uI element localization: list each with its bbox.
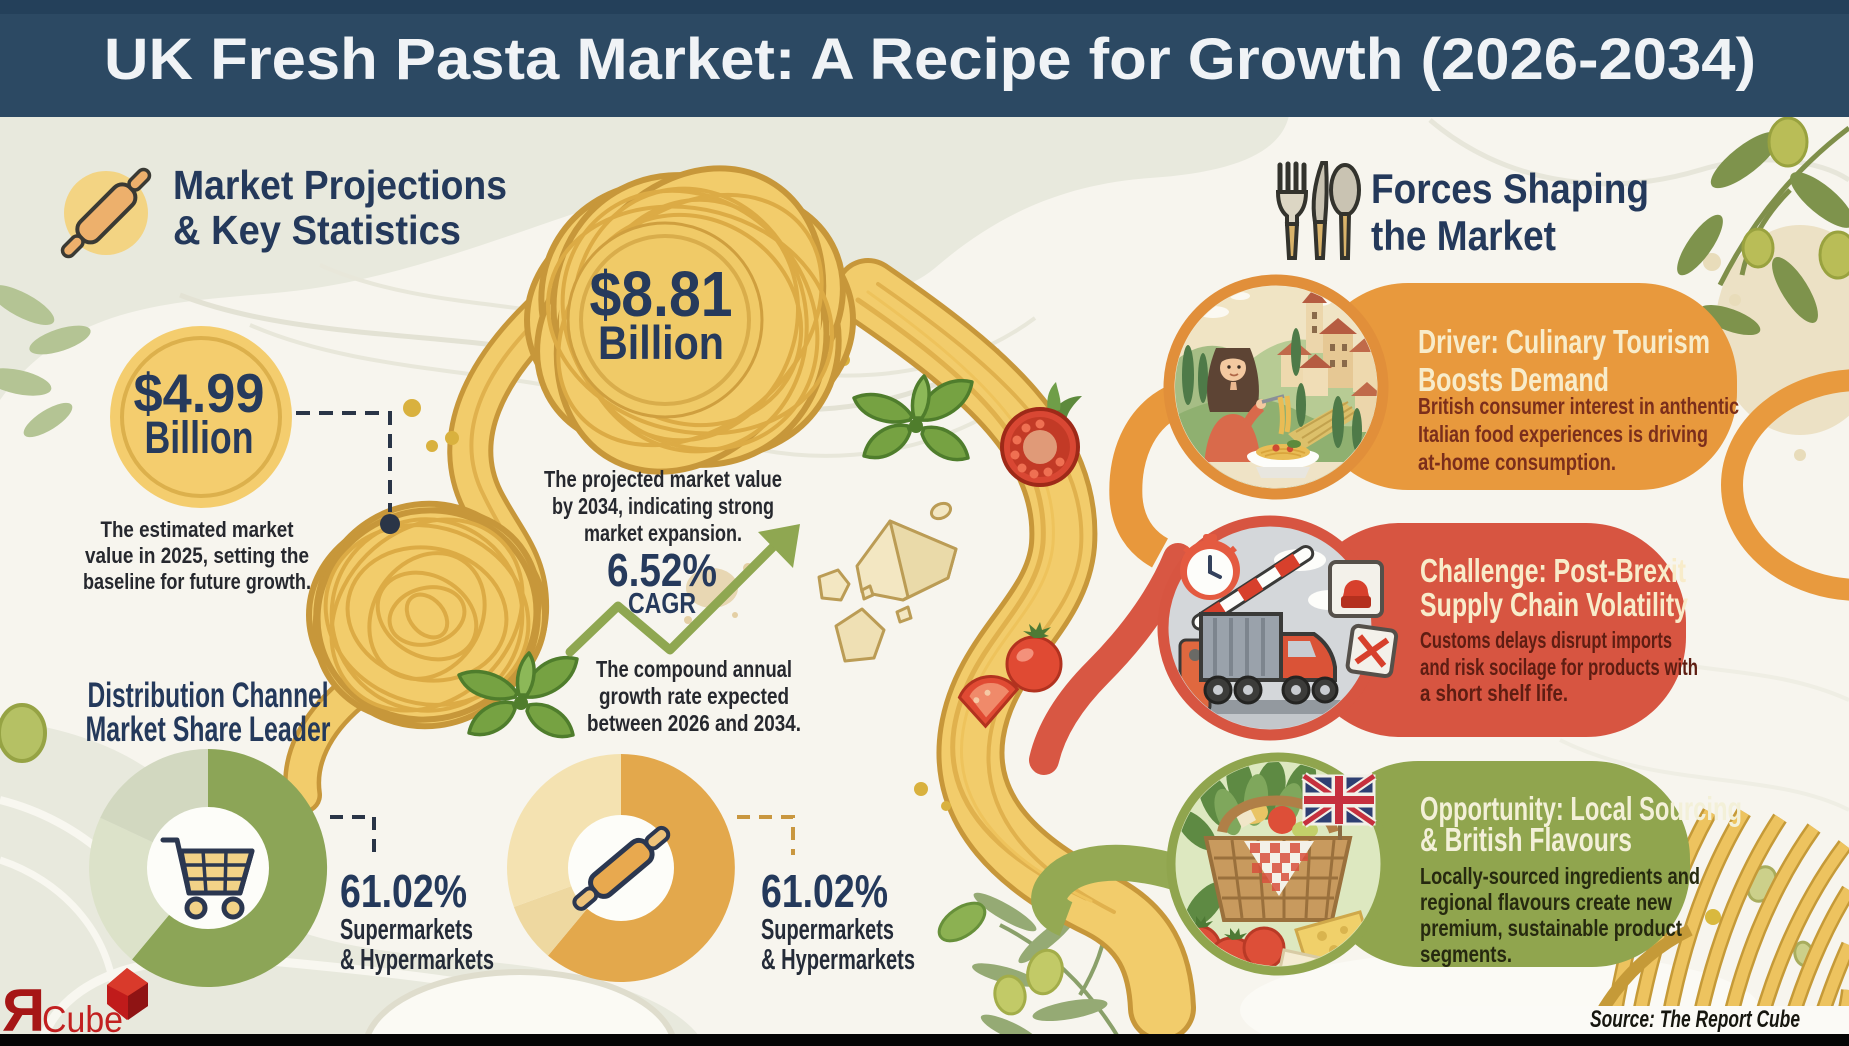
svg-text:CAGR: CAGR <box>628 588 696 620</box>
svg-text:& Hypermarkets: & Hypermarkets <box>761 944 915 976</box>
svg-text:Customs delays disrupt imports: Customs delays disrupt imports <box>1420 627 1672 653</box>
svg-text:Challenge: Post-Brexit: Challenge: Post-Brexit <box>1420 552 1686 589</box>
svg-text:by 2034, indicating strong: by 2034, indicating strong <box>552 493 774 519</box>
svg-text:Italian food experiences is dr: Italian food experiences is driving <box>1418 421 1708 447</box>
svg-text:Billion: Billion <box>598 316 724 369</box>
svg-text:Forces Shaping: Forces Shaping <box>1371 165 1649 212</box>
svg-text:Source: The Report Cube: Source: The Report Cube <box>1590 1006 1800 1033</box>
svg-text:a short shelf life.: a short shelf life. <box>1420 680 1568 706</box>
svg-text:The estimated market: The estimated market <box>101 517 295 542</box>
svg-text:$4.99: $4.99 <box>134 362 265 424</box>
svg-text:premium, sustainable product: premium, sustainable product <box>1420 915 1682 941</box>
svg-text:& Key Statistics: & Key Statistics <box>173 207 461 253</box>
svg-text:& British Flavours: & British Flavours <box>1420 821 1632 858</box>
svg-text:61.02%: 61.02% <box>761 865 888 917</box>
svg-text:regional flavours create new: regional flavours create new <box>1420 889 1672 915</box>
svg-text:segments.: segments. <box>1420 941 1512 967</box>
svg-text:Market Projections: Market Projections <box>173 162 507 208</box>
svg-text:and risk socilage for products: and risk socilage for products with <box>1420 654 1698 680</box>
svg-text:The compound annual: The compound annual <box>596 656 792 682</box>
svg-text:the Market: the Market <box>1371 212 1556 259</box>
svg-text:Locally-sourced ingredients an: Locally-sourced ingredients and <box>1420 863 1700 889</box>
svg-text:between 2026 and 2034.: between 2026 and 2034. <box>587 710 801 736</box>
svg-text:baseline for future growth.: baseline for future growth. <box>83 569 311 594</box>
svg-text:Boosts Demand: Boosts Demand <box>1418 361 1609 398</box>
svg-text:Driver: Culinary Tourism: Driver: Culinary Tourism <box>1418 323 1710 360</box>
svg-text:value in 2025, setting the: value in 2025, setting the <box>85 543 309 568</box>
svg-text:Opportunity: Local Sourcing: Opportunity: Local Sourcing <box>1420 790 1742 827</box>
svg-text:Billion: Billion <box>145 412 254 463</box>
svg-text:market expansion.: market expansion. <box>584 520 742 546</box>
svg-text:Supermarkets: Supermarkets <box>340 914 473 946</box>
svg-text:& Hypermarkets: & Hypermarkets <box>340 944 494 976</box>
svg-text:UK Fresh Pasta Market: A Recip: UK Fresh Pasta Market: A Recipe for Grow… <box>104 27 1756 92</box>
svg-text:The projected market value: The projected market value <box>544 466 782 492</box>
svg-text:growth rate expected: growth rate expected <box>599 683 789 709</box>
svg-text:Distribution Channel: Distribution Channel <box>88 676 329 715</box>
svg-text:61.02%: 61.02% <box>340 865 467 917</box>
svg-text:Market Share Leader: Market Share Leader <box>86 710 331 749</box>
svg-text:6.52%: 6.52% <box>607 544 717 596</box>
svg-text:Я: Я <box>2 977 45 1044</box>
svg-text:British consumer interest in a: British consumer interest in anthentic <box>1418 393 1739 419</box>
svg-text:at-home consumption.: at-home consumption. <box>1418 449 1616 475</box>
svg-text:Supermarkets: Supermarkets <box>761 914 894 946</box>
svg-text:Supply Chain Volatility: Supply Chain Volatility <box>1420 586 1688 623</box>
svg-text:$8.81: $8.81 <box>590 258 733 330</box>
